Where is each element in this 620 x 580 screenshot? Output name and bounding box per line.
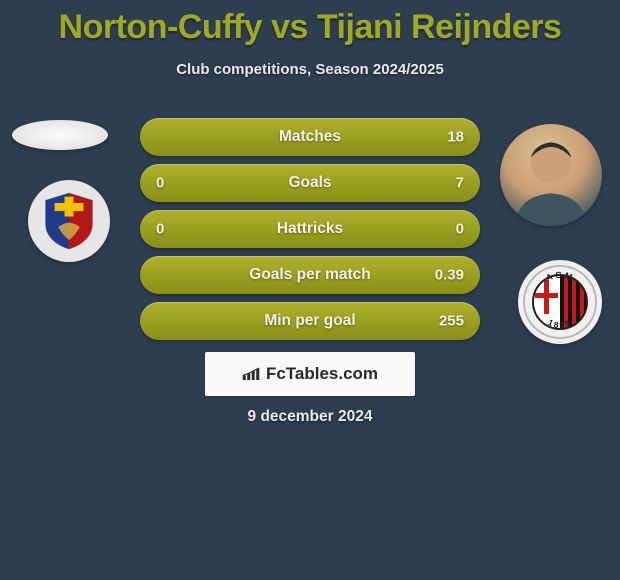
generated-date: 9 december 2024: [248, 408, 373, 426]
stat-label: Goals per match: [249, 266, 370, 284]
stat-label: Min per goal: [264, 312, 355, 330]
player-left-avatar: [12, 120, 108, 150]
stat-left-value: 0: [156, 175, 164, 192]
page-subtitle: Club competitions, Season 2024/2025: [0, 61, 620, 78]
source-logo: FcTables.com: [205, 352, 415, 396]
stat-label: Hattricks: [277, 220, 343, 238]
bars-growth-icon: [242, 367, 260, 381]
stat-label: Matches: [279, 128, 341, 146]
stat-right-value: 255: [439, 313, 464, 330]
player-silhouette-icon: [500, 124, 602, 226]
stat-row-min-per-goal: Min per goal 255: [140, 302, 480, 340]
stat-row-matches: Matches 18: [140, 118, 480, 156]
stat-right-value: 0.39: [435, 267, 464, 284]
page-title: Norton-Cuffy vs Tijani Reijnders: [0, 0, 620, 47]
club-right-crest: ACM 1899: [518, 260, 602, 344]
club-left-crest: [28, 180, 110, 262]
genoa-shield-icon: [42, 191, 96, 251]
stat-label: Goals: [288, 174, 331, 192]
logo-text: FcTables.com: [266, 364, 378, 384]
stats-container: Matches 18 0 Goals 7 0 Hattricks 0 Goals…: [140, 118, 480, 348]
stat-left-value: 0: [156, 221, 164, 238]
stat-right-value: 0: [456, 221, 464, 238]
stat-row-goals-per-match: Goals per match 0.39: [140, 256, 480, 294]
player-right-avatar: [500, 124, 602, 226]
stat-right-value: 18: [447, 129, 464, 146]
stat-row-hattricks: 0 Hattricks 0: [140, 210, 480, 248]
stat-right-value: 7: [456, 175, 464, 192]
acmilan-crest-icon: ACM 1899: [518, 260, 602, 344]
stat-row-goals: 0 Goals 7: [140, 164, 480, 202]
